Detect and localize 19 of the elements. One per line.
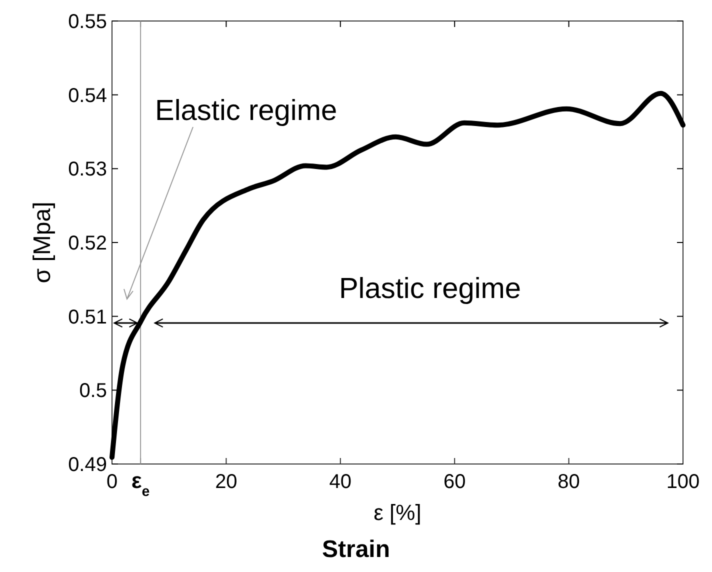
y-tick-label: 0.53 — [68, 158, 107, 181]
x-tick-label: 20 — [215, 471, 238, 493]
y-tick-label: 0.55 — [68, 11, 107, 33]
y-tick-label: 0.52 — [68, 232, 107, 254]
x-tick-label: 0 — [106, 471, 118, 493]
x-axis-title: ε [%] — [374, 500, 422, 525]
x-tick-label: ε$_{e}$ — [131, 468, 150, 500]
x-tick-label: 80 — [558, 471, 580, 493]
y-tick-label: 0.49 — [68, 454, 107, 476]
y-tick-label: 0.5 — [79, 380, 107, 402]
y-axis-title: σ [Mpa] — [29, 202, 56, 284]
annotation: Elastic regime — [155, 95, 338, 127]
y-tick-label: 0.51 — [68, 306, 107, 328]
x-tick-label: 100 — [666, 471, 700, 493]
x-tick-label: 40 — [329, 471, 352, 493]
y-tick-label: 0.54 — [68, 84, 107, 107]
text: Strain — [322, 536, 390, 563]
x-tick-label: 60 — [443, 471, 466, 493]
annotation: Plastic regime — [338, 273, 522, 305]
